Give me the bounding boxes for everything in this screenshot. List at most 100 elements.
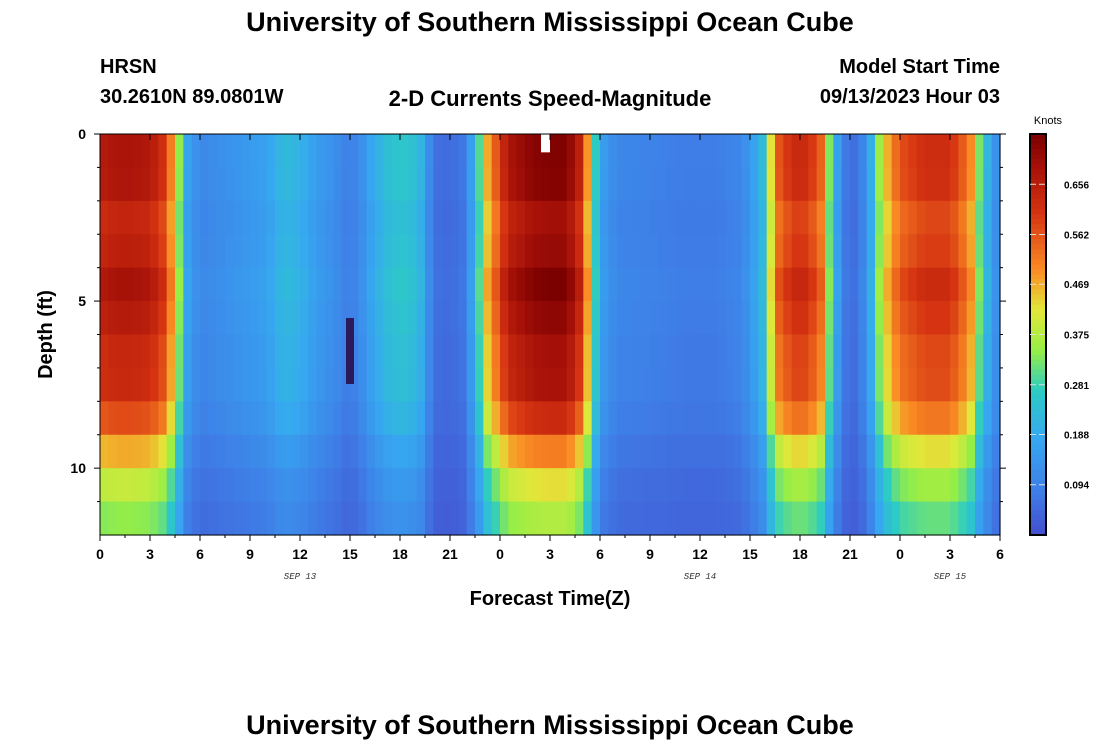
heatmap-cell — [616, 200, 626, 235]
heatmap-cell — [233, 468, 243, 503]
heatmap-cell — [266, 301, 276, 336]
heatmap-cell — [550, 301, 559, 336]
heatmap-cell — [300, 134, 309, 169]
heatmap-cell — [241, 234, 251, 269]
heatmap-cell — [433, 367, 443, 402]
heatmap-cell — [741, 301, 751, 336]
heatmap-cell — [883, 401, 893, 436]
heatmap-cell — [933, 301, 943, 336]
colorbar-segment — [1030, 509, 1046, 516]
heatmap-cell — [458, 501, 468, 536]
heatmap-cell — [758, 134, 768, 169]
heatmap-cell — [175, 234, 184, 269]
heatmap-cell — [308, 267, 318, 302]
heatmap-cell — [858, 134, 868, 169]
heatmap-cell — [583, 401, 593, 436]
heatmap-cell — [941, 267, 951, 302]
heatmap-cell — [591, 167, 601, 202]
heatmap-cell — [100, 501, 109, 536]
heatmap-cell — [825, 267, 834, 302]
heatmap-cell — [216, 234, 226, 269]
heatmap-cell — [850, 301, 859, 336]
colorbar-segment — [1030, 469, 1046, 476]
heatmap-cell — [708, 401, 718, 436]
heatmap-cell — [508, 301, 518, 336]
heatmap-cell — [825, 468, 834, 503]
heatmap-cell — [291, 434, 301, 469]
heatmap-cell — [483, 501, 493, 536]
heatmap-cell — [175, 267, 184, 302]
heatmap-cell — [483, 401, 493, 436]
low-speed-cell — [346, 318, 354, 384]
colorbar-segment — [1030, 439, 1046, 446]
heatmap-cell — [850, 367, 859, 402]
heatmap-cell — [575, 134, 584, 169]
heatmap-cell — [133, 434, 143, 469]
colorbar-segment — [1030, 479, 1046, 486]
heatmap-cell — [975, 501, 984, 536]
heatmap-cell — [408, 434, 418, 469]
heatmap-cell — [333, 334, 343, 369]
heatmap-cell — [941, 134, 951, 169]
heatmap-cell — [433, 200, 443, 235]
heatmap-cell — [283, 468, 293, 503]
heatmap-cell — [733, 334, 743, 369]
colorbar-tick-label: 0.188 — [1064, 430, 1089, 441]
heatmap-cell — [800, 468, 809, 503]
heatmap-cell — [858, 234, 868, 269]
heatmap-cell — [616, 167, 626, 202]
x-tick-label: 12 — [292, 546, 308, 562]
heatmap-cell — [566, 434, 576, 469]
heatmap-cell — [550, 401, 559, 436]
heatmap-cell — [716, 501, 726, 536]
heatmap-cell — [716, 167, 726, 202]
heatmap-cell — [375, 134, 384, 169]
heatmap-cell — [783, 200, 793, 235]
heatmap-cell — [508, 501, 518, 536]
heatmap-cell — [650, 367, 659, 402]
heatmap-cell — [450, 468, 459, 503]
heatmap-cell — [500, 501, 509, 536]
heatmap-cell — [566, 401, 576, 436]
heatmap-cell — [450, 301, 459, 336]
heatmap-cell — [566, 234, 576, 269]
heatmap-cell — [933, 401, 943, 436]
heatmap-cell — [466, 401, 476, 436]
heatmap-cell — [650, 234, 659, 269]
heatmap-cell — [683, 167, 693, 202]
colorbar-segment — [1030, 209, 1046, 215]
heatmap-cell — [375, 167, 384, 202]
heatmap-cell — [691, 367, 701, 402]
heatmap-cell — [533, 501, 543, 536]
heatmap-cell — [341, 134, 351, 169]
heatmap-cell — [908, 234, 918, 269]
colorbar-segment — [1030, 279, 1046, 285]
heatmap-cell — [316, 234, 326, 269]
heatmap-cell — [575, 401, 584, 436]
heatmap-cell — [216, 200, 226, 235]
heatmap-cell — [591, 200, 601, 235]
heatmap-cell — [575, 468, 584, 503]
heatmap-cell — [850, 267, 859, 302]
heatmap-cell — [808, 234, 818, 269]
heatmap-cell — [500, 200, 509, 235]
heatmap-cell — [466, 234, 476, 269]
heatmap-cell — [908, 501, 918, 536]
heatmap-cell — [241, 267, 251, 302]
heatmap-cell — [508, 334, 518, 369]
heatmap-cell — [466, 334, 476, 369]
heatmap-cell — [233, 134, 243, 169]
heatmap-cell — [750, 167, 759, 202]
heatmap-cell — [250, 501, 259, 536]
heatmap-cell — [308, 434, 318, 469]
heatmap-cell — [216, 501, 226, 536]
heatmap-cell — [983, 401, 993, 436]
heatmap-cell — [108, 367, 118, 402]
heatmap-cell — [116, 468, 126, 503]
heatmap-cell — [933, 234, 943, 269]
heatmap-cell — [583, 468, 593, 503]
heatmap-cell — [708, 134, 718, 169]
heatmap-cell — [958, 267, 968, 302]
heatmap-cell — [533, 334, 543, 369]
